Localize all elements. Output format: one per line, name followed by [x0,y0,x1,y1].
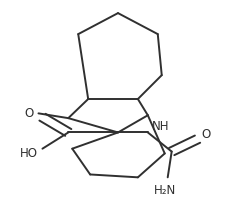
Text: HO: HO [20,147,38,160]
Text: O: O [202,128,211,141]
Text: O: O [24,107,33,120]
Text: NH: NH [152,120,169,133]
Text: H₂N: H₂N [154,184,176,197]
